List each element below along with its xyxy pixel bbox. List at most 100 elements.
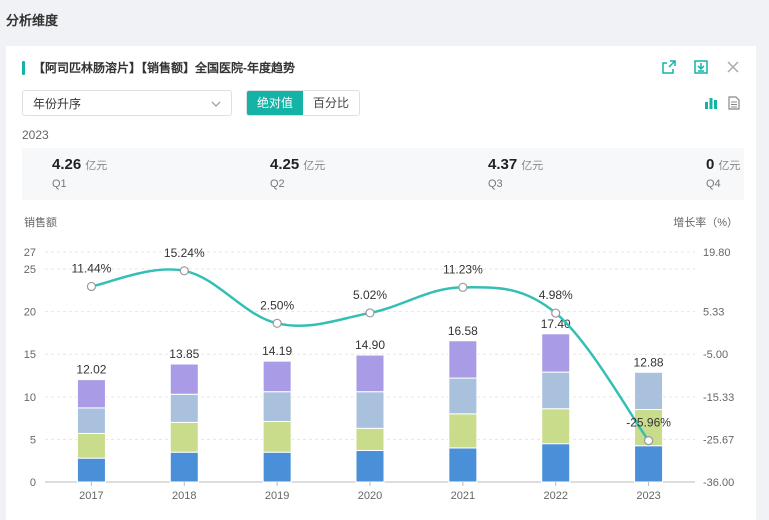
kpi-unit: 亿元: [303, 160, 326, 172]
y2-tick-label: 5.33: [703, 307, 724, 319]
bar-segment-q3: [448, 377, 478, 415]
bar-total-label: 16.58: [448, 324, 478, 338]
growth-label: -25.96%: [626, 416, 671, 430]
bar-segment-q1: [262, 451, 292, 483]
download-icon[interactable]: [692, 58, 710, 76]
percent-button[interactable]: 百分比: [303, 91, 360, 115]
growth-point: [179, 266, 189, 276]
x-tick-label: 2022: [543, 490, 567, 502]
y-tick-label: 20: [24, 307, 36, 319]
kpi-label: Q3: [488, 178, 503, 190]
bar-segment-q1: [355, 449, 385, 483]
kpi-label: Q4: [706, 178, 721, 190]
kpi-value: 0: [706, 156, 715, 173]
growth-point: [643, 436, 654, 446]
y2-axis-label: 增长率（%）: [673, 215, 738, 229]
controls: 年份升序 绝对值 百分比: [22, 90, 361, 116]
y2-tick-label: 19.80: [703, 247, 731, 259]
kpi-q1: 4.26 亿元 Q1: [52, 156, 107, 190]
y2-tick-label: -25.67: [703, 434, 734, 446]
kpi-value: 4.37: [488, 156, 518, 173]
section-title: 分析维度: [6, 13, 59, 28]
kpi-label: Q1: [52, 178, 67, 190]
y-tick-label: 25: [24, 264, 36, 276]
mode-toggle: 绝对值 百分比: [246, 90, 361, 116]
growth-point: [365, 308, 375, 318]
bar-segment-q1: [76, 457, 106, 483]
kpi-unit: 亿元: [85, 160, 108, 172]
absolute-button[interactable]: 绝对值: [247, 91, 304, 115]
close-icon[interactable]: [724, 58, 742, 76]
bar-total-label: 13.85: [169, 347, 199, 361]
share-icon[interactable]: [660, 58, 678, 76]
growth-label: 5.02%: [353, 288, 387, 302]
y-axis-label: 销售额: [24, 215, 57, 229]
x-tick-label: 2023: [636, 490, 660, 502]
x-tick-label: 2017: [79, 490, 103, 502]
bar-segment-q4: [541, 333, 571, 373]
bar-total-label: 12.02: [76, 363, 106, 377]
bar-segment-q4: [355, 354, 385, 393]
bar-segment-q1: [634, 445, 664, 483]
bar-total-label: 12.88: [634, 355, 664, 369]
bar-segment-q3: [541, 371, 571, 410]
y-tick-label: 10: [24, 392, 36, 404]
chevron-down-icon: [211, 96, 221, 110]
kpi-value: 4.25: [270, 156, 300, 173]
growth-point: [458, 282, 468, 292]
growth-label: 15.24%: [164, 246, 205, 260]
sort-select-value: 年份升序: [33, 96, 82, 111]
y-tick-label: 15: [24, 349, 36, 361]
bar-total-label: 14.19: [262, 344, 292, 358]
sort-select[interactable]: 年份升序: [22, 90, 232, 116]
bar-segment-q1: [541, 443, 571, 483]
bar-segment-q2: [169, 421, 199, 453]
y2-tick-label: -15.33: [703, 392, 734, 404]
bar-segment-q3: [634, 371, 664, 411]
y-tick-label: 0: [30, 477, 36, 489]
bar-segment-q4: [448, 340, 478, 379]
document-icon[interactable]: [728, 96, 740, 115]
growth-label: 11.44%: [72, 261, 112, 275]
bar-segment-q2: [355, 427, 385, 451]
card-header: 【阿司匹林肠溶片】【销售额】全国医院-年度趋势: [22, 59, 295, 76]
kpi-unit: 亿元: [521, 160, 544, 172]
bar-segment-q2: [262, 421, 292, 453]
y-tick-label: 27: [24, 247, 36, 259]
kpi-q2: 4.25 亿元 Q2: [270, 156, 325, 190]
kpi-q3: 4.37 亿元 Q3: [488, 156, 543, 190]
y2-tick-label: -5.00: [703, 349, 728, 361]
bar-total-label: 14.90: [355, 338, 385, 352]
kpi-q4: 0 亿元 Q4: [706, 156, 740, 190]
bar-segment-q3: [76, 407, 106, 434]
bar-segment-q2: [541, 408, 571, 445]
x-tick-label: 2019: [265, 490, 289, 502]
bar-segment-q4: [169, 363, 199, 395]
bar-segment-q2: [76, 432, 106, 459]
title-accent-bar: [22, 60, 25, 75]
bar-segment-q2: [448, 413, 478, 449]
growth-label: 4.98%: [539, 288, 573, 302]
kpi-label: Q2: [270, 178, 285, 190]
view-tools: [704, 96, 740, 115]
x-tick-label: 2018: [172, 490, 196, 502]
growth-point: [86, 281, 97, 292]
y-tick-label: 5: [30, 434, 36, 446]
bar-segment-q4: [76, 379, 106, 409]
bar-segment-q1: [169, 451, 199, 483]
x-tick-label: 2020: [358, 490, 382, 502]
header-icons: [660, 58, 742, 76]
kpi-value: 4.26: [52, 156, 82, 173]
bar-chart-icon[interactable]: [704, 96, 718, 115]
year-label: 2023: [22, 128, 49, 142]
growth-point: [272, 318, 282, 328]
card-title: 【阿司匹林肠溶片】【销售额】全国医院-年度趋势: [33, 61, 295, 75]
bar-segment-q3: [262, 391, 292, 423]
bar-segment-q4: [262, 360, 292, 393]
x-tick-label: 2021: [451, 490, 475, 502]
bar-segment-q3: [169, 393, 199, 423]
bar-segment-q1: [448, 447, 478, 483]
y2-tick-label: -36.00: [703, 477, 734, 489]
